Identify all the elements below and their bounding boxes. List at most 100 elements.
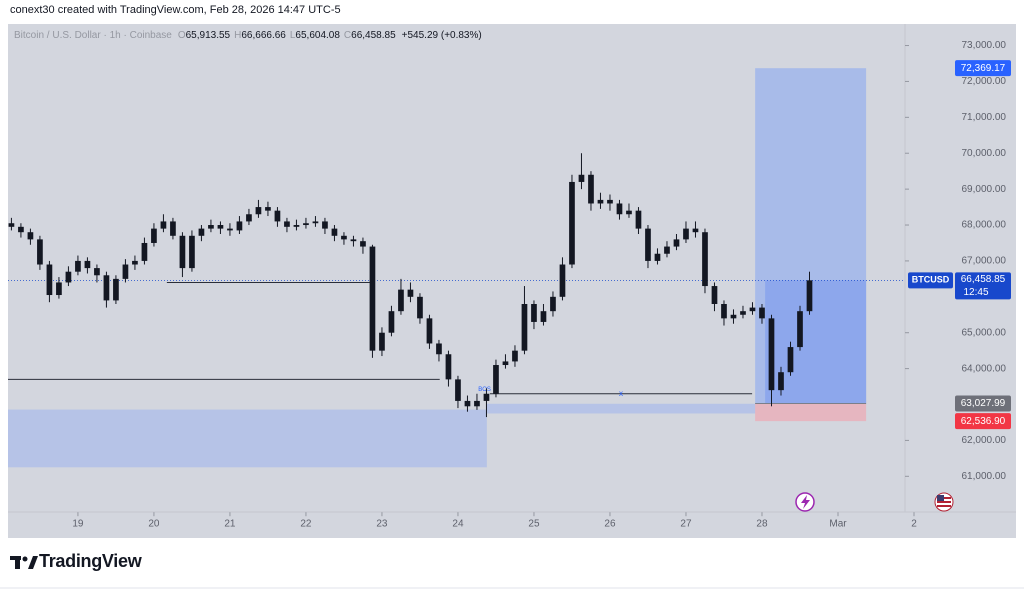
candle-body <box>635 210 642 229</box>
lightning-icon <box>795 492 815 512</box>
candle-body <box>474 400 480 407</box>
candle-body <box>141 242 148 261</box>
ohlc-key: L <box>289 30 296 41</box>
candle-body <box>208 225 214 229</box>
change: +545.29 (+0.83%) <box>401 30 482 41</box>
ohlc-value: 65,604.08 <box>295 30 340 41</box>
candle-body <box>521 303 528 351</box>
stop-tag <box>955 413 1011 430</box>
candle-body <box>569 181 575 265</box>
candle-body <box>227 228 233 231</box>
stop-tag-label: 62,536.90 <box>961 416 1006 427</box>
candle-body <box>512 350 518 362</box>
candle-body <box>493 365 499 394</box>
candle-body <box>37 239 43 265</box>
candle-body <box>151 228 157 243</box>
x-tick-label: 22 <box>300 519 312 530</box>
plot: x BOS <box>8 68 905 468</box>
candle-body <box>8 223 15 227</box>
candle-body <box>787 347 794 373</box>
x-tick-label: 21 <box>224 519 236 530</box>
x-tick-label: 28 <box>756 519 768 530</box>
entry-tag-label: 63,027.99 <box>961 398 1006 409</box>
candle-body <box>312 221 319 224</box>
y-tick-label: 73,000.00 <box>962 40 1007 51</box>
last-price-label: 66,458.85 <box>961 274 1006 285</box>
candle-body <box>664 246 670 254</box>
candle-body <box>597 199 604 204</box>
candle-body <box>616 203 623 215</box>
ohlc-item: H66,666.66 <box>234 30 286 41</box>
y-tick-label: 72,000.00 <box>962 76 1007 87</box>
candle-body <box>179 235 186 269</box>
ohlc-key: H <box>234 30 242 41</box>
brand-logo <box>10 556 38 569</box>
candle-body <box>778 372 784 391</box>
candle-body <box>388 311 395 333</box>
candle-body <box>160 221 167 229</box>
candle-body <box>759 307 765 319</box>
flag-icon <box>934 492 954 512</box>
candle-body <box>198 228 205 236</box>
last-price-tag <box>955 272 1011 300</box>
candle-body <box>407 289 414 297</box>
candle-body <box>426 318 433 344</box>
candle-body <box>132 260 138 265</box>
candle-body <box>65 271 72 283</box>
candle-body <box>502 361 509 366</box>
target-tag <box>955 60 1011 77</box>
candle-body <box>113 278 119 301</box>
candle-body <box>27 232 34 240</box>
candle-body <box>654 253 661 261</box>
candle-body <box>398 289 404 312</box>
candle-body <box>369 246 376 351</box>
ohlc-value: 65,913.55 <box>185 30 231 41</box>
candle-body <box>692 228 699 233</box>
symbol-tag <box>908 272 953 289</box>
candle-body <box>806 280 813 312</box>
candle-body <box>626 210 632 215</box>
y-tick-label: 71,000.00 <box>962 112 1007 123</box>
ohlc-key: C <box>343 30 352 41</box>
candle-body <box>740 311 746 315</box>
candle-body <box>768 318 775 391</box>
candles <box>8 153 813 418</box>
ohlc-value: 66,666.66 <box>241 30 286 41</box>
candle-body <box>94 268 100 276</box>
candle-body <box>246 214 252 222</box>
line-label: x <box>619 389 623 398</box>
bos-label: BOS <box>478 387 491 393</box>
candle-body <box>46 264 53 296</box>
candle-body <box>417 296 423 319</box>
candle-body <box>797 311 803 348</box>
x-tick-label: 24 <box>452 519 464 530</box>
candle-body <box>711 286 718 304</box>
y-tick-label: 61,000.00 <box>962 471 1007 482</box>
x-tick-label: 19 <box>72 519 84 530</box>
candle-body <box>645 228 651 261</box>
zone <box>486 403 788 414</box>
candle-body <box>436 343 442 355</box>
candle-body <box>721 303 727 319</box>
ohlc-key: O <box>177 30 186 41</box>
x-tick-label: 20 <box>148 519 160 530</box>
symbol: Bitcoin / U.S. Dollar · 1h · Coinbase <box>14 30 172 41</box>
candle-body <box>550 296 556 312</box>
candle-body <box>303 223 309 226</box>
candle-body <box>189 235 195 269</box>
x-tick-label: 23 <box>376 519 388 530</box>
y-tick-label: 69,000.00 <box>962 184 1007 195</box>
zone <box>8 409 487 468</box>
x-tick-label: Mar <box>829 519 847 530</box>
candle-body <box>217 225 224 229</box>
y-tick-label: 70,000.00 <box>962 148 1007 159</box>
candle-body <box>578 174 585 182</box>
x-tick-label: 27 <box>680 519 692 530</box>
candle-body <box>350 239 357 242</box>
candle-body <box>445 354 452 380</box>
candle-body <box>265 207 271 211</box>
candle-body <box>540 311 547 322</box>
candle-body <box>379 332 385 351</box>
